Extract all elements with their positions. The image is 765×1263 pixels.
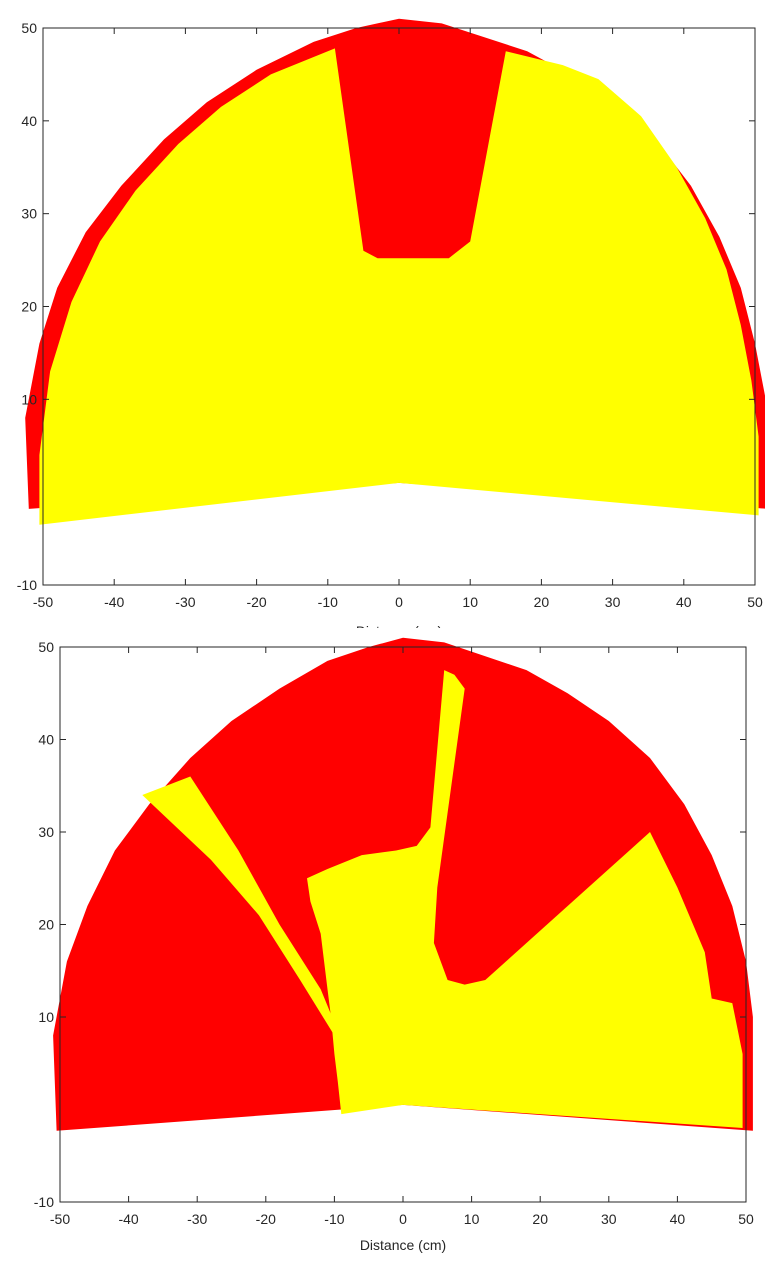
- x-tick-label: -10: [318, 594, 338, 610]
- x-tick-label: 10: [462, 594, 478, 610]
- free-region-cutout-1: [142, 776, 355, 1073]
- free-region: [39, 48, 759, 525]
- y-tick-label: 10: [21, 391, 37, 407]
- chart-1: -50 -40 -30 -20 -10 0 10 20 30 40 50 -10 10 20 30 40 50 D…: [17, 18, 765, 628]
- y-tick-label: 30: [38, 824, 54, 840]
- x-axis-title: Distance (cm): [360, 1237, 446, 1253]
- x-tick-label: -50: [33, 594, 53, 610]
- y-tick-label: 50: [38, 639, 54, 655]
- x-tick-label: 0: [399, 1211, 407, 1227]
- x-tick-label: 30: [601, 1211, 617, 1227]
- x-tick-label: -50: [50, 1211, 70, 1227]
- y-tick-label: 40: [38, 732, 54, 748]
- y-tick-label: 20: [21, 299, 37, 315]
- x-tick-label: 20: [534, 594, 550, 610]
- x-tick-label: -30: [187, 1211, 207, 1227]
- x-tick-label: -30: [175, 594, 195, 610]
- chart-2: -50 -40 -30 -20 -10 0 10 20 30 40 50 -10 10 20 30 40 50 D…: [34, 637, 754, 1253]
- scan-regions: [25, 18, 765, 525]
- scan-regions: [53, 637, 753, 1131]
- y-tick-label: 30: [21, 206, 37, 222]
- free-region: [307, 670, 743, 1128]
- x-tick-label: -20: [246, 594, 266, 610]
- x-axis-title: Distance (cm): [356, 623, 442, 628]
- x-tick-label: 0: [395, 594, 403, 610]
- x-tick-label: -40: [118, 1211, 138, 1227]
- x-tick-label: 40: [670, 1211, 686, 1227]
- x-tick-label: -40: [104, 594, 124, 610]
- x-tick-label: 30: [605, 594, 621, 610]
- x-tick-label: 20: [532, 1211, 548, 1227]
- x-tick-label: 50: [747, 594, 763, 610]
- x-tick-label: 10: [464, 1211, 480, 1227]
- y-tick-label: 20: [38, 917, 54, 933]
- x-tick-label: -20: [256, 1211, 276, 1227]
- y-tick-label: 50: [21, 20, 37, 36]
- y-tick-label: -10: [17, 577, 37, 593]
- x-tick-label: 50: [738, 1211, 754, 1227]
- x-tick-label: 40: [676, 594, 692, 610]
- x-tick-label: -10: [324, 1211, 344, 1227]
- y-tick-label: -10: [34, 1194, 54, 1210]
- y-tick-label: 10: [38, 1009, 54, 1025]
- y-tick-label: 40: [21, 113, 37, 129]
